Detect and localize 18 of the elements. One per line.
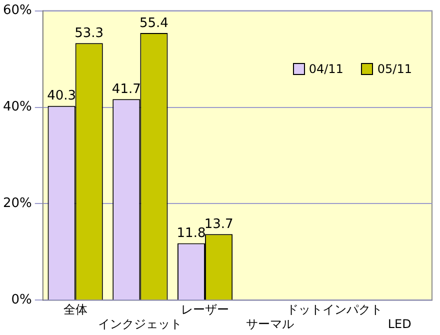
y-tick-label: 60% (2, 3, 32, 18)
x-tick-label: LED (388, 316, 412, 331)
data-label: 53.3 (74, 26, 104, 41)
y-tick-label: 0% (11, 292, 32, 308)
data-label: 11.8 (176, 226, 206, 242)
x-tick-label: レーザー (181, 302, 230, 317)
y-tick-label: 20% (2, 196, 32, 212)
legend-label: 04/11 (308, 62, 344, 76)
data-label: 40.3 (47, 88, 76, 104)
data-label: 55.4 (139, 16, 168, 31)
x-tick-label: インクジェット (98, 316, 182, 331)
x-tick-label: ドットインパクト (286, 302, 383, 317)
data-label: 13.7 (204, 216, 234, 232)
x-tick-label: 全体 (63, 302, 88, 317)
data-label: 41.7 (112, 82, 141, 97)
legend-label: 05/11 (377, 62, 412, 76)
y-tick-label: 40% (2, 100, 32, 115)
x-tick-label: サーマル (246, 316, 294, 331)
